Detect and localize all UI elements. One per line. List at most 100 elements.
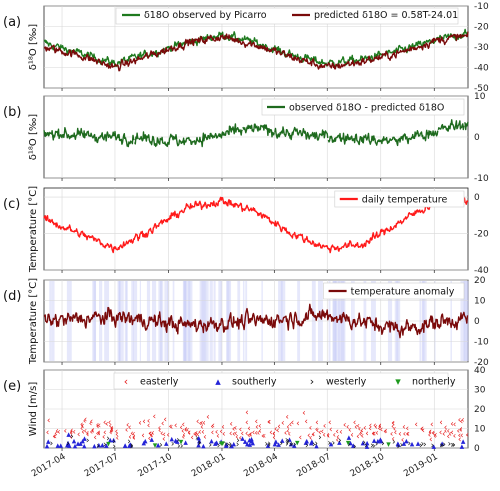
scatter-point: › <box>419 441 423 451</box>
scatter-point: ▴ <box>45 442 50 452</box>
scatter-point: › <box>176 436 180 446</box>
scatter-point: ‹ <box>125 425 129 435</box>
scatter-point: › <box>195 434 199 444</box>
scatter-point: ‹ <box>47 416 51 426</box>
scatter-point: ‹ <box>182 431 186 441</box>
scatter-point: ‹ <box>210 422 214 432</box>
scatter-point: › <box>375 439 379 449</box>
scatter-point: › <box>66 439 70 449</box>
scatter-point: › <box>362 438 366 448</box>
scatter-point: ‹ <box>444 423 448 433</box>
panel-4: 20 10 0 -10 -20 temperature anomaly (d) Tempera… <box>3 276 489 368</box>
scatter-point: ‹ <box>335 427 339 437</box>
scatter-point: ‹ <box>247 424 251 434</box>
scatter-point: ‹ <box>315 418 319 428</box>
scatter-point: ‹ <box>81 427 85 437</box>
scatter-point: › <box>127 437 131 447</box>
scatter-point: ‹ <box>198 427 202 437</box>
scatter-point: ▾ <box>219 439 224 449</box>
scatter-point: ▴ <box>240 434 245 444</box>
scatter-point: ‹ <box>245 418 249 428</box>
scatter-point: ‹ <box>371 429 375 439</box>
scatter-point: ▴ <box>111 435 116 445</box>
scatter-point: ‹ <box>288 430 292 440</box>
scatter-point: ‹ <box>149 429 153 439</box>
scatter-point: ‹ <box>321 427 325 437</box>
scatter-point: ‹ <box>86 429 90 439</box>
panel-letter: (b) <box>3 105 21 120</box>
scatter-point: ‹ <box>190 433 194 443</box>
scatter-point: ▴ <box>128 440 133 450</box>
scatter-point: ‹ <box>188 428 192 438</box>
scatter-point: ‹ <box>428 428 432 438</box>
scatter-point: › <box>332 438 336 448</box>
scatter-point: ‹ <box>258 421 262 431</box>
scatter-point: ▴ <box>150 435 155 445</box>
scatter-point: ‹ <box>343 421 347 431</box>
scatter-point: ‹ <box>356 432 360 442</box>
scatter-point: ‹ <box>158 426 162 436</box>
scatter-point: ‹ <box>339 427 343 437</box>
scatter-point: ▴ <box>461 437 466 447</box>
legend-label: observed δ18O - predicted δ18O <box>289 103 444 114</box>
scatter-point: ‹ <box>93 433 97 443</box>
scatter-point: ‹ <box>89 419 93 429</box>
scatter-point: ‹ <box>128 432 132 442</box>
y-tick-label: 10 <box>474 297 486 307</box>
scatter-point: ‹ <box>398 430 402 440</box>
scatter-point: ‹ <box>383 427 387 437</box>
scatter-point: ‹ <box>158 424 162 434</box>
x-tick-label: 2017-04 <box>30 452 68 480</box>
scatter-point: ▴ <box>183 438 188 448</box>
scatter-point: ▴ <box>440 439 445 449</box>
scatter-point: ‹ <box>96 429 100 439</box>
scatter-point: › <box>372 441 376 451</box>
legend-label: predicted δ18O = 0.58T-24.01 <box>314 10 458 21</box>
scatter-point: › <box>338 436 342 446</box>
scatter-point: ▴ <box>310 437 315 447</box>
legend-box <box>334 190 465 208</box>
scatter-point: ▴ <box>304 436 309 446</box>
scatter-point: › <box>236 440 240 450</box>
x-tick-label: 2018-10 <box>349 452 387 480</box>
scatter-point: ‹ <box>368 424 372 434</box>
scatter-point: › <box>448 440 452 450</box>
scatter-point: › <box>50 439 54 449</box>
scatter-point: ‹ <box>90 427 94 437</box>
scatter-point: ‹ <box>322 431 326 441</box>
scatter-point: › <box>228 441 232 451</box>
legend-box <box>261 98 465 116</box>
scatter-point: ‹ <box>234 429 238 439</box>
scatter-point: ▴ <box>410 440 415 450</box>
scatter-point: ▴ <box>72 437 77 447</box>
scatter-point: ▴ <box>100 441 105 451</box>
scatter-point: ‹ <box>239 434 243 444</box>
scatter-point: › <box>286 436 290 446</box>
legend-marker: ‹ <box>124 375 128 388</box>
scatter-point: ▴ <box>247 440 252 450</box>
scatter-point: ‹ <box>161 419 165 429</box>
y-axis-label: δ¹⁸O [‰] <box>28 114 39 161</box>
scatter-point: › <box>285 439 289 449</box>
scatter-point: ‹ <box>219 427 223 437</box>
scatter-point: ‹ <box>147 421 151 431</box>
scatter-point: ‹ <box>309 433 313 443</box>
scatter-point: ‹ <box>181 426 185 436</box>
scatter-point: ‹ <box>216 431 220 441</box>
scatter-point: ‹ <box>450 419 454 429</box>
scatter-point: ▴ <box>243 437 248 447</box>
scatter-point: ▴ <box>196 441 201 451</box>
scatter-point: ‹ <box>83 417 87 427</box>
scatter-point: ‹ <box>456 427 460 437</box>
scatter-point: ‹ <box>391 435 395 445</box>
scatter-point: ‹ <box>428 431 432 441</box>
scatter-point: ‹ <box>312 430 316 440</box>
scatter-point: ▴ <box>280 436 285 446</box>
scatter-point: ‹ <box>460 417 464 427</box>
scatter-point: ▴ <box>123 441 128 451</box>
scatter-point: ‹ <box>304 417 308 427</box>
scatter-point: ‹ <box>211 421 215 431</box>
scatter-point: ‹ <box>245 429 249 439</box>
scatter-point: ‹ <box>109 422 113 432</box>
